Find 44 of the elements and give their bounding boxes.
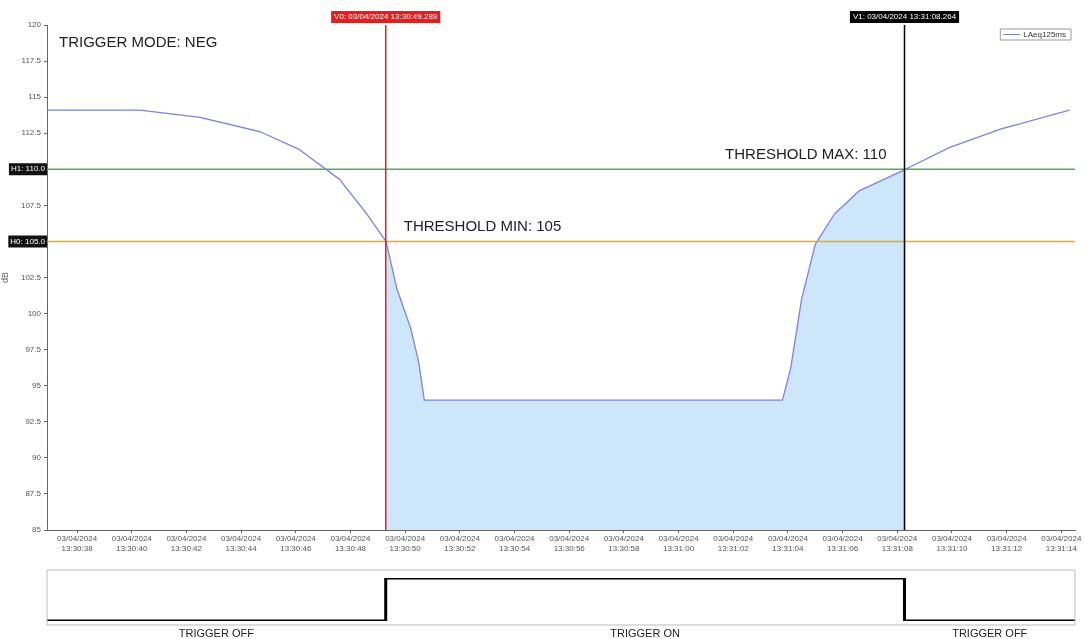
x-tick-label: 03/04/2024 13:31:08 [877, 534, 918, 553]
annotation: TRIGGER MODE: NEG [59, 33, 218, 50]
x-tick-label: 03/04/2024 13:30:40 [111, 534, 153, 553]
x-tick-label: 03/04/2024 13:30:52 [439, 534, 481, 553]
y-tick-label: 100 [27, 308, 42, 318]
ref-line-label: V0: 03/04/2024 13:30:49.289 [334, 12, 438, 22]
y-tick-label: 112.5 [21, 128, 42, 138]
y-tick-label: 115 [28, 92, 42, 102]
y-tick-label: 85 [32, 525, 42, 535]
text: TRIGGER OFF [178, 627, 255, 639]
x-tick-label: 03/04/2024 13:30:44 [221, 534, 262, 553]
x-tick-label: 03/04/2024 13:30:38 [57, 534, 98, 553]
x-tick-label: 03/04/2024 13:31:04 [767, 534, 809, 553]
x-tick-label: 03/04/2024 13:30:50 [385, 534, 426, 553]
ref-line-label: H0: 105.0 [10, 236, 46, 246]
x-tick-label: 03/04/2024 13:31:06 [822, 534, 864, 553]
y-tick-label: 117.5 [21, 56, 42, 66]
y-tick-label: 107.5 [20, 200, 42, 210]
y-tick-label: 102.5 [20, 272, 42, 282]
x-tick-label: 03/04/2024 13:30:46 [275, 534, 317, 553]
x-tick-label: 03/04/2024 13:31:12 [986, 534, 1028, 553]
ref-line-label: V1: 03/04/2024 13:31:08.264 [852, 12, 957, 22]
x-tick-label: 03/04/2024 13:31:10 [931, 534, 973, 553]
x-tick-label: 03/04/2024 13:30:58 [603, 534, 645, 553]
x-tick-label: 03/04/2024 13:31:02 [713, 534, 754, 553]
ref-line-label: H1: 110.0 [10, 164, 46, 174]
y-axis-title: dB [0, 271, 10, 284]
y-tick-label: 120 [27, 20, 42, 30]
text: TRIGGER ON [610, 627, 680, 639]
y-tick-label: 92.5 [25, 416, 42, 426]
annotation: THRESHOLD MIN: 105 [403, 217, 562, 235]
y-tick-label: 97.5 [25, 344, 42, 354]
legend-label: LAeq125ms [1023, 30, 1067, 40]
x-tick-label: 03/04/2024 13:31:14 [1041, 534, 1082, 553]
x-tick-label: 03/04/2024 13:31:00 [658, 534, 700, 553]
x-tick-label: 03/04/2024 13:30:56 [549, 534, 590, 553]
text: TRIGGER OFF [952, 627, 1028, 639]
x-tick-label: 03/04/2024 13:30:48 [330, 534, 372, 553]
x-tick-label: 03/04/2024 13:30:54 [494, 534, 536, 553]
annotation: THRESHOLD MAX: 110 [725, 145, 887, 163]
y-tick-label: 90 [32, 453, 42, 463]
y-tick-label: 87.5 [25, 489, 42, 499]
y-tick-label: 95 [32, 380, 42, 390]
x-tick-label: 03/04/2024 13:30:42 [166, 534, 207, 553]
